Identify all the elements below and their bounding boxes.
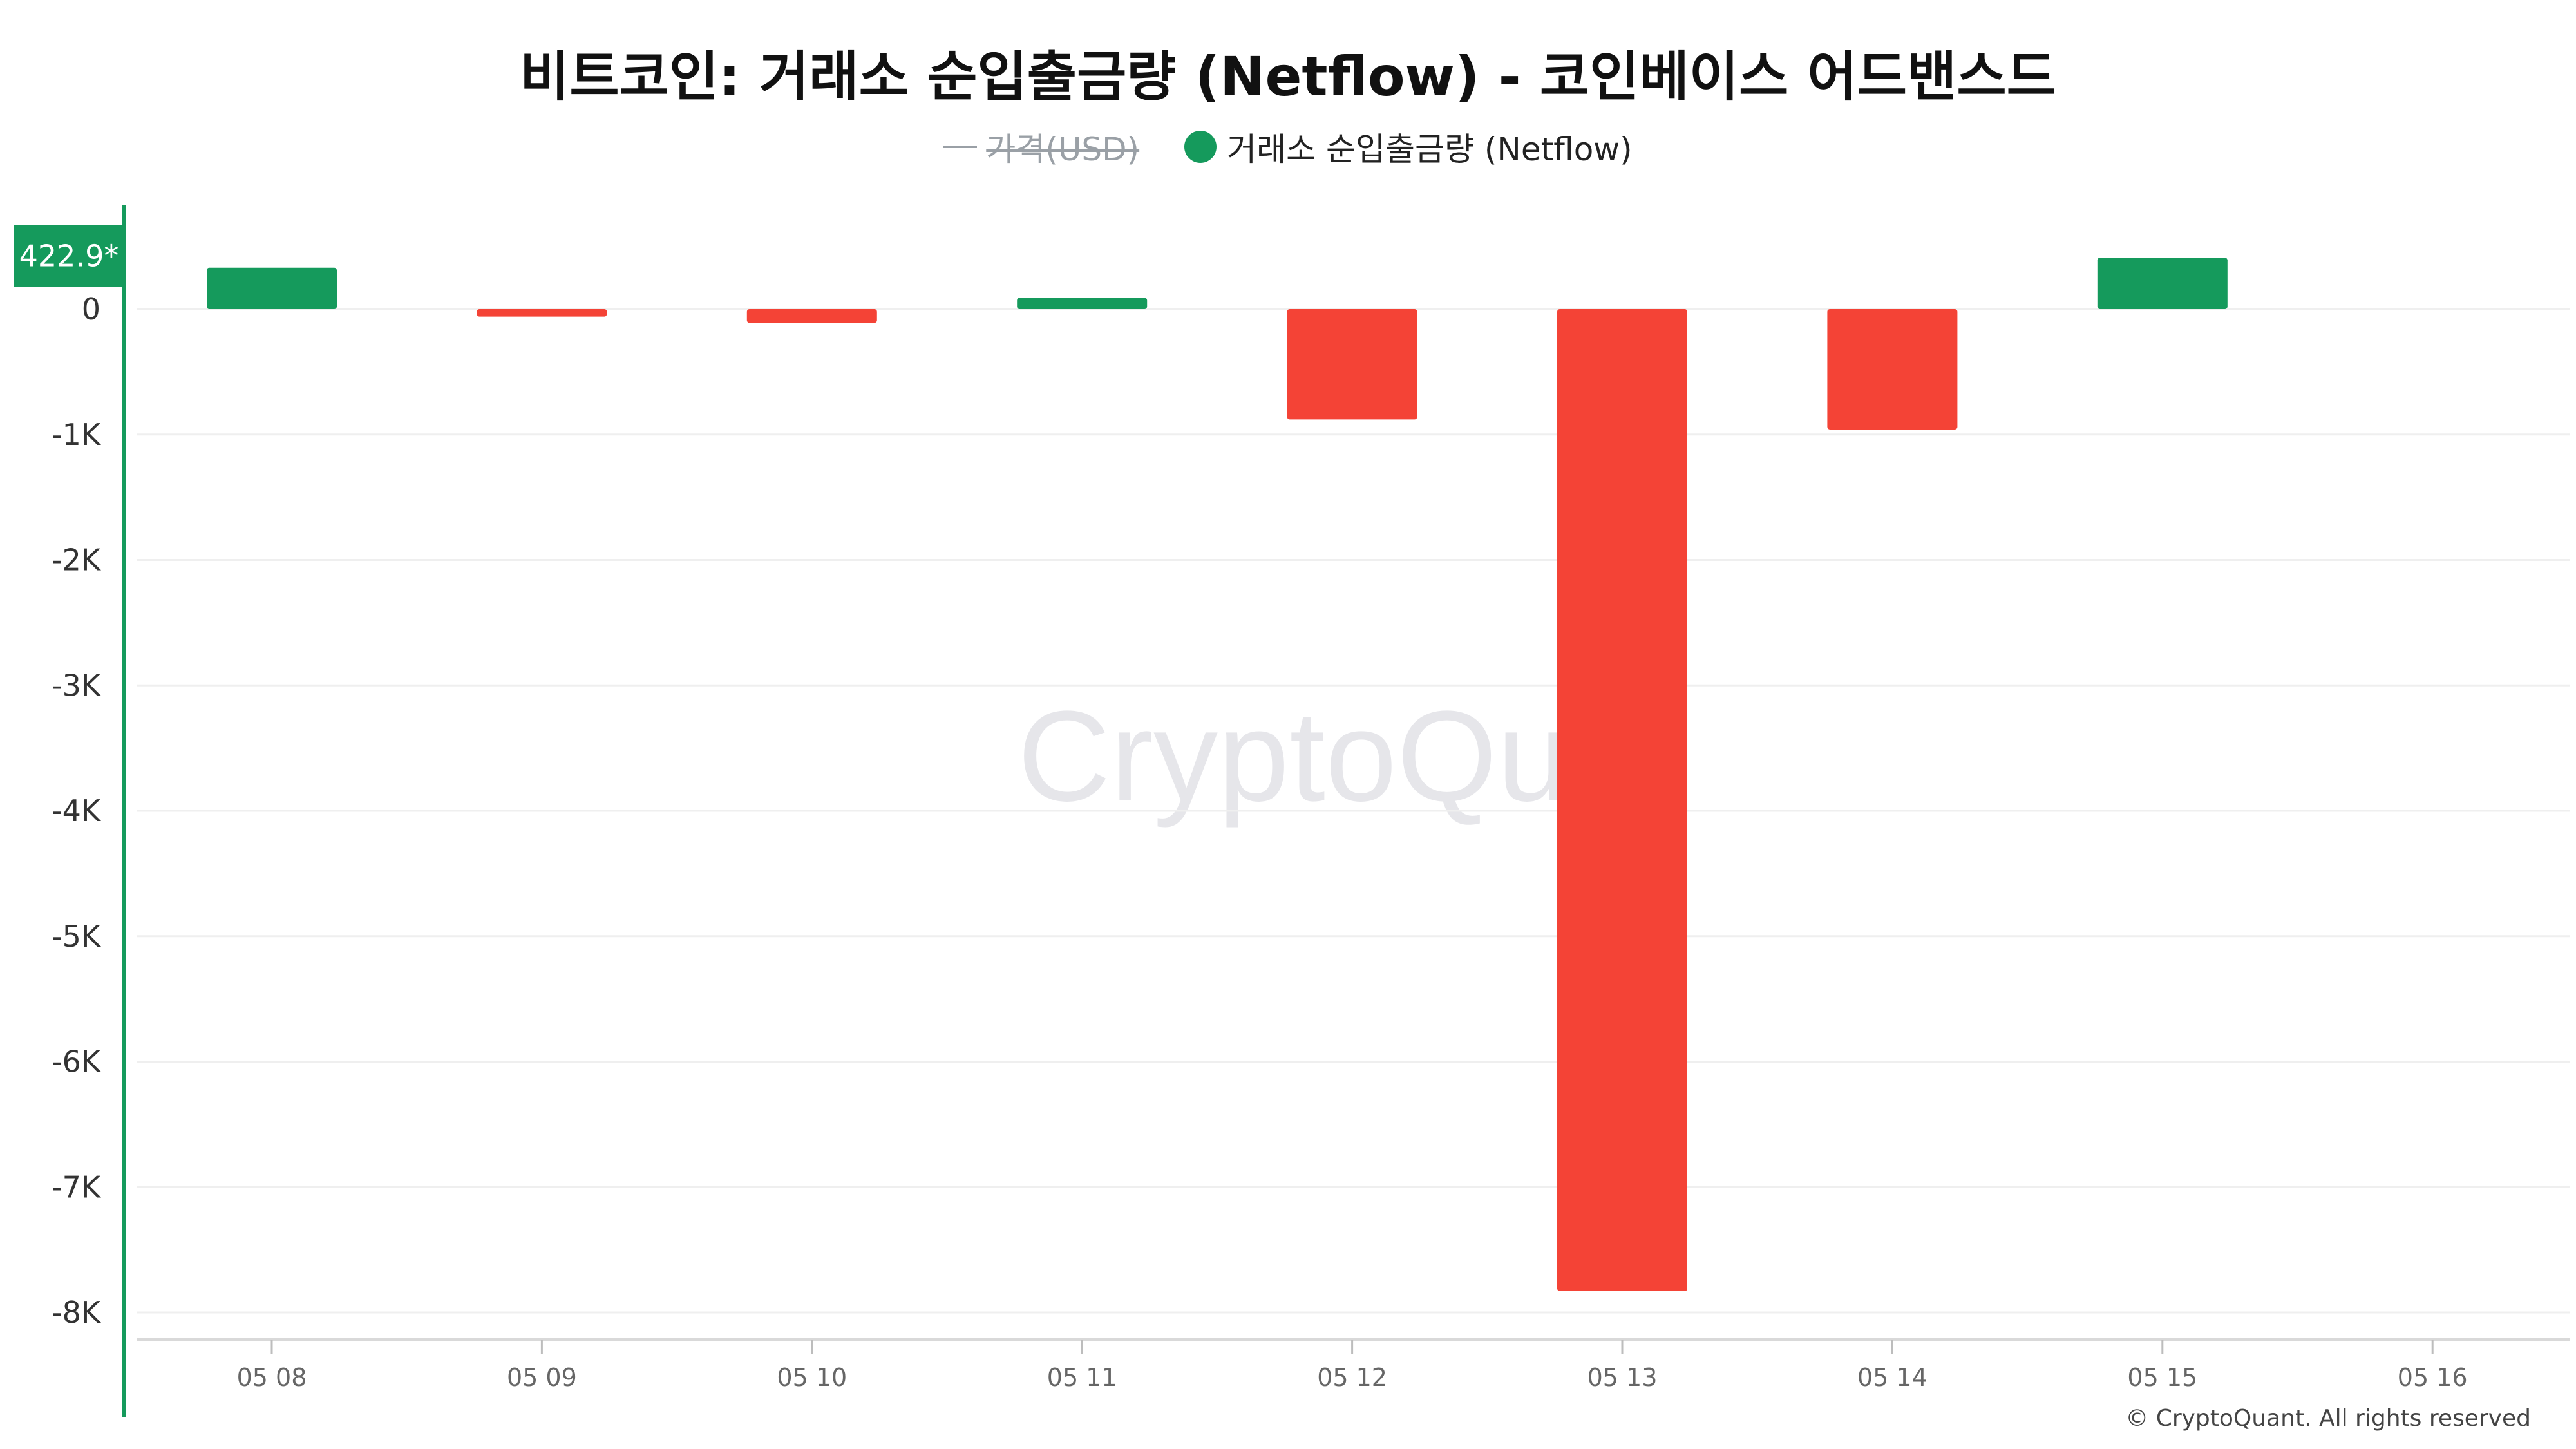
y-tick-label: -4K [52,793,102,828]
x-tick-label: 05 15 [2127,1363,2197,1392]
bars [207,258,2228,1291]
x-tick-label: 05 14 [1857,1363,1927,1392]
legend-item-price[interactable]: 가격(USD) [943,124,1139,170]
y-tick-label: -2K [52,543,102,578]
y-tick-label: -7K [52,1170,102,1204]
y-tick-label: -3K [52,668,102,703]
y-tick-label: -8K [52,1295,102,1330]
x-tick-label: 05 11 [1047,1363,1117,1392]
bar[interactable] [1827,309,1958,430]
last-value-label: 422.9* [19,239,119,274]
legend-item-netflow[interactable]: 거래소 순입출금량 (Netflow) [1184,124,1633,170]
legend-label-price: 가격(USD) [986,131,1140,168]
bar[interactable] [1287,309,1417,420]
y-tick-label: 0 [82,292,100,327]
x-tick-label: 05 09 [507,1363,577,1392]
x-tick-label: 05 16 [2398,1363,2468,1392]
watermark: CryptoQuant [1018,685,1571,828]
copyright: © CryptoQuant. All rights reserved [2125,1405,2531,1432]
y-tick-label: -6K [52,1045,102,1079]
x-tick-label: 05 10 [777,1363,847,1392]
x-tick-label: 05 12 [1317,1363,1387,1392]
y-tick-label: -1K [52,417,102,452]
tick-labels: 0 -1K -2K -3K -4K -5K -6K -7K -8K 05 08 05 09 05 10… [52,292,2468,1392]
grid-lines [137,308,2570,1314]
bar[interactable] [1557,309,1687,1291]
legend-line-icon [943,146,978,148]
chart-title: 비트코인: 거래소 순입출금량 (Netflow) - 코인베이스 어드밴스드 [520,45,2056,108]
bar[interactable] [207,267,337,309]
last-value-badge-group: 422.9* [14,225,124,287]
y-tick-label: -5K [52,919,102,954]
x-tick-label: 05 08 [237,1363,307,1392]
legend-label-netflow: 거래소 순입출금량 (Netflow) [1227,131,1633,168]
bar[interactable] [2097,258,2228,309]
legend: 가격(USD) 거래소 순입출금량 (Netflow) [0,124,2576,170]
x-tick-label: 05 13 [1587,1363,1658,1392]
legend-dot-icon [1184,131,1217,163]
bar[interactable] [477,309,607,317]
axes [122,205,2570,1417]
bar[interactable] [746,309,877,323]
last-value-badge [14,225,124,287]
bar[interactable] [1017,298,1148,309]
